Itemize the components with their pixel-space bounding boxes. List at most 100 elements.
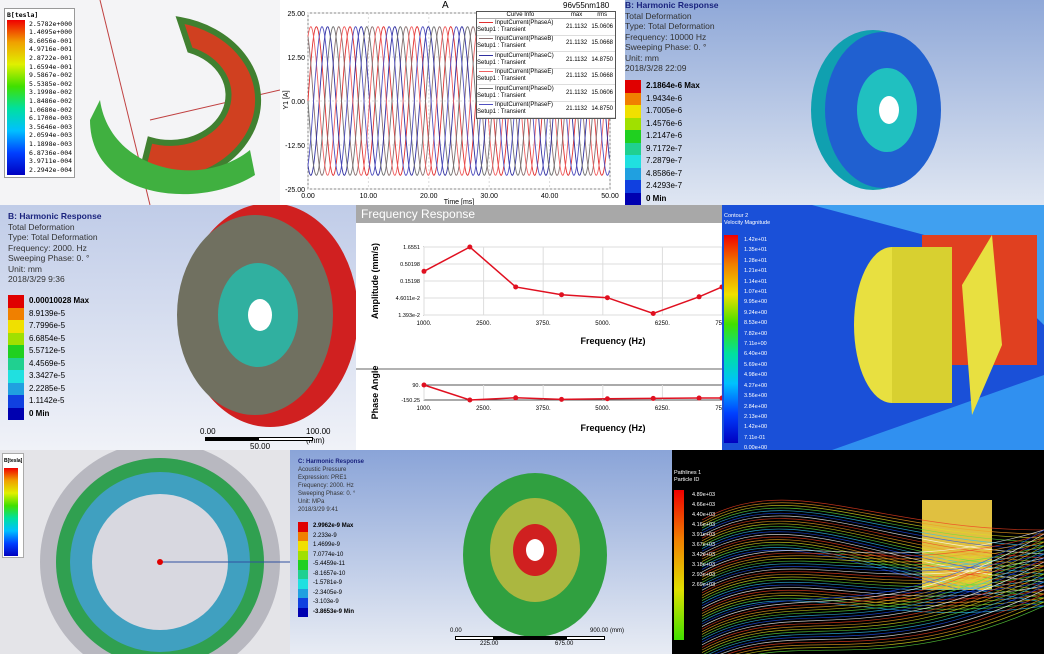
cfd-render [812, 205, 1044, 450]
pathline [701, 507, 1044, 543]
y-tick-label: -150.25 [401, 398, 420, 404]
flux-legend: B[tesla] 2.5782e+000 1.4095e+000 8.6056e-0… [4, 8, 76, 178]
legend-rms: 15.0606 [591, 23, 614, 30]
y-tick-label: 0.50198 [400, 262, 420, 268]
legend-row: 4.8586e-7 [625, 167, 700, 180]
scale-q1: 225.00 [480, 641, 499, 647]
legend-value: 6.40e+00 [744, 351, 768, 358]
pathline [701, 520, 1044, 563]
legend-value: 4.40e+03 [692, 512, 716, 518]
legend-row: 1.4576e-6 [625, 117, 700, 130]
disc-render [463, 473, 607, 637]
data-point [559, 292, 565, 298]
legend-row: -5.4459e-11 [298, 560, 354, 570]
legend-row: 0.00010028 Max [8, 295, 89, 308]
tile-wheel-deformation-2khz: B: Harmonic Response Total Deformation Typ… [0, 205, 356, 450]
legend-swatch [625, 167, 641, 180]
legend-subtitle: Velocity Magnitude [724, 220, 771, 226]
x-tick-label: 3750. [536, 406, 551, 412]
y-axis-label: Amplitude (mm/s) [370, 243, 380, 319]
tile-coil-flux-density: B[tesla] 2.5782e+000 1.4095e+000 8.6056e-0… [0, 0, 280, 205]
velocity-legend: Contour 2 Velocity Magnitude 1.42e+01 1.3… [724, 213, 770, 450]
legend-row: -1.5781e-9 [298, 579, 354, 589]
series-line [423, 246, 722, 315]
pathline [701, 534, 1044, 583]
frequency-response-charts: 1000. 2500. 3750. 5000. 6250. 7500 1.6551 0.501… [356, 243, 722, 433]
legend-value: 2.4293e-7 [646, 181, 683, 190]
pressure-legend: 2.9962e-9 Max 2.233e-9 1.4699e-9 7.0774e-10… [298, 522, 354, 617]
data-point [719, 284, 722, 290]
legend-swatch [8, 382, 24, 395]
legend-value: 1.35e+01 [744, 247, 768, 254]
result-info-line: 2018/3/29 9:36 [8, 274, 65, 284]
legend-swatch [625, 117, 641, 130]
pathline [701, 529, 1044, 573]
pathline [701, 502, 1044, 535]
y-tick-label: 0.15198 [400, 279, 420, 285]
legend-value: 1.2147e-6 [646, 131, 683, 140]
pathline [701, 536, 1044, 587]
legend-swatch [298, 531, 308, 541]
legend-series-name: InputCurrent(PhaseF) [495, 102, 554, 109]
pathline [701, 528, 1044, 575]
legend-row: 2.2285e-5 [8, 382, 89, 395]
legend-value: 0 Min [646, 193, 667, 203]
legend-row: -3.103e-9 [298, 598, 354, 608]
legend-value: 7.11e-01 [744, 434, 766, 441]
legend-entry: InputCurrent(PhaseB) Setup1 : Transient 21… [477, 36, 615, 52]
legend-swatch [298, 560, 308, 570]
legend-value: 2.2285e-5 [29, 383, 66, 393]
legend-swatch [625, 142, 641, 155]
legend-row: 7.0774e-10 [298, 550, 354, 560]
y-tick-label: 12.50 [287, 55, 305, 62]
scale-end: 100.00 (mm) [306, 427, 331, 445]
color-ramp [674, 490, 684, 640]
chart-subtitle: 96v55nm180 [563, 1, 610, 10]
legend-value: 7.2879e-7 [646, 156, 683, 165]
y-tick-label: -12.50 [285, 143, 305, 150]
pathline [701, 589, 1044, 612]
legend-row: -8.1657e-10 [298, 569, 354, 579]
result-info-line: Unit: mm [625, 52, 659, 63]
data-point [650, 395, 656, 401]
legend-value: 1.14e+01 [744, 278, 768, 285]
scale-mid: 50.00 [250, 442, 271, 450]
legend-swatch [625, 192, 641, 205]
particle-legend: Pathlines 1 Particle ID 4.89e+03 4.66e+03… [674, 470, 715, 640]
data-point [467, 244, 473, 250]
result-info-line: 2018/3/28 22:09 [625, 63, 687, 73]
pathline [757, 605, 1044, 654]
legend-row: 6.6854e-5 [8, 332, 89, 345]
y-axis-label: Y1 [A] [283, 90, 290, 109]
pathline [726, 593, 1044, 654]
legend-max: 21.1132 [565, 56, 588, 63]
legend-row: 5.5712e-5 [8, 345, 89, 358]
pathline [701, 523, 1044, 567]
legend-row: 1.7005e-6 [625, 105, 700, 118]
pathline [720, 589, 1044, 654]
legend-title: Pathlines 1 [674, 470, 702, 476]
y-tick-label: 0.00 [291, 99, 305, 106]
result-info-line: Type: Total Deformation [625, 21, 715, 31]
flux-legend: B[tesla] [2, 453, 25, 558]
legend-value: 1.9434e-6 [646, 93, 683, 103]
legend-value: 7.0774e-10 [313, 551, 344, 558]
x-tick-label: 3750. [536, 321, 551, 327]
x-tick-label: 6250. [655, 406, 670, 412]
data-point [421, 268, 427, 274]
result-title: B: Harmonic Response [625, 0, 719, 10]
legend-value: 1.7005e-6 [646, 106, 683, 115]
legend-series-source: Setup1 : Transient [477, 43, 526, 50]
legend-value: 1.4095e+000 [29, 28, 73, 37]
legend-value: 0 Min [29, 408, 50, 418]
legend-swatch [8, 332, 24, 345]
legend-value: 1.4699e-9 [313, 542, 341, 548]
legend-swatch [625, 105, 641, 118]
legend-row: 1.4699e-9 [298, 541, 354, 551]
legend-swatch [298, 607, 308, 617]
legend-value: 3.18e+03 [692, 562, 716, 568]
legend-value: 5.69e+00 [744, 361, 768, 368]
legend-title: B[tesla] [7, 11, 39, 19]
y-tick-label: 1.393e-2 [398, 313, 420, 319]
result-info-line: Total Deformation [8, 221, 75, 232]
